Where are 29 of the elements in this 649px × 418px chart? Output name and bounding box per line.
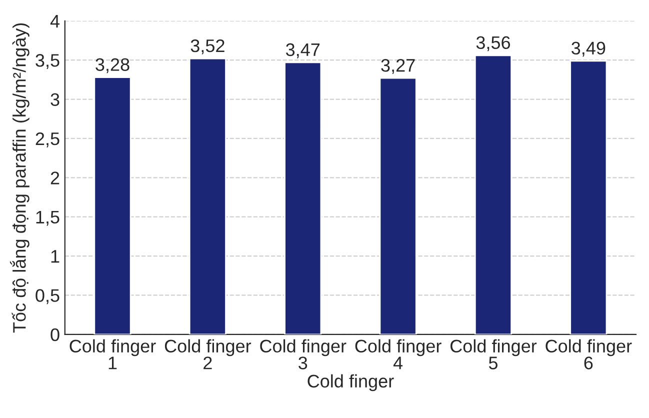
bar — [188, 58, 226, 334]
y-tick-label: 3,5 — [36, 54, 60, 69]
x-tick-label: Cold finger 3 — [260, 339, 346, 370]
y-tick-label: 4 — [50, 15, 60, 28]
y-tick-label: 1 — [51, 250, 60, 263]
y-tick-label: 3 — [50, 93, 60, 106]
bar — [474, 54, 512, 334]
data-label: 3,47 — [286, 43, 320, 58]
y-tick-label: 2,5 — [36, 132, 60, 148]
x-tick-label: Cold finger 2 — [164, 339, 252, 370]
bar — [284, 62, 322, 334]
y-tick-label: 1,5 — [36, 210, 60, 226]
x-tick-label: Cold finger 5 — [450, 339, 537, 370]
data-label: 3,28 — [96, 58, 130, 74]
bar — [379, 77, 417, 334]
y-tick-label: 0,5 — [36, 289, 60, 304]
bar — [570, 60, 608, 334]
data-label: 3,27 — [381, 58, 415, 74]
x-axis-title: Cold finger — [308, 374, 394, 392]
data-label: 3,52 — [190, 39, 224, 54]
x-tick-label: Cold finger 6 — [546, 339, 632, 370]
data-label: 3,56 — [476, 36, 510, 52]
x-tick-label: Cold finger 4 — [355, 339, 442, 370]
data-label: 3,49 — [572, 42, 606, 57]
x-tick-label: Cold finger 1 — [70, 339, 156, 370]
y-tick-label: 2 — [50, 172, 60, 184]
y-axis-title: Tốc độ lắng đọng paraffin (kg/m²/ngày) — [10, 23, 30, 333]
bar — [94, 76, 132, 334]
y-tick-label: 0 — [50, 328, 60, 342]
